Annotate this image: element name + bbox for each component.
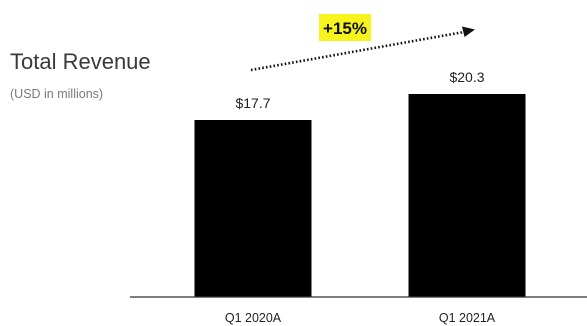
chart-title: Total Revenue [10, 49, 151, 74]
growth-annotation: +15% [250, 14, 475, 72]
x-tick-label-2: Q1 2021A [439, 311, 496, 325]
value-label-2: $20.3 [449, 69, 484, 85]
bars-layer: $17.7 Q1 2020A $20.3 Q1 2021A [194, 69, 526, 325]
value-label-1: $17.7 [235, 95, 270, 111]
x-tick-label-1: Q1 2020A [225, 311, 282, 325]
growth-highlight [319, 14, 371, 41]
bar-2 [408, 94, 526, 297]
bar-1 [194, 120, 312, 297]
growth-arrow-head [462, 26, 475, 37]
chart-subtitle: (USD in millions) [10, 87, 103, 101]
growth-label: +15% [323, 19, 367, 38]
